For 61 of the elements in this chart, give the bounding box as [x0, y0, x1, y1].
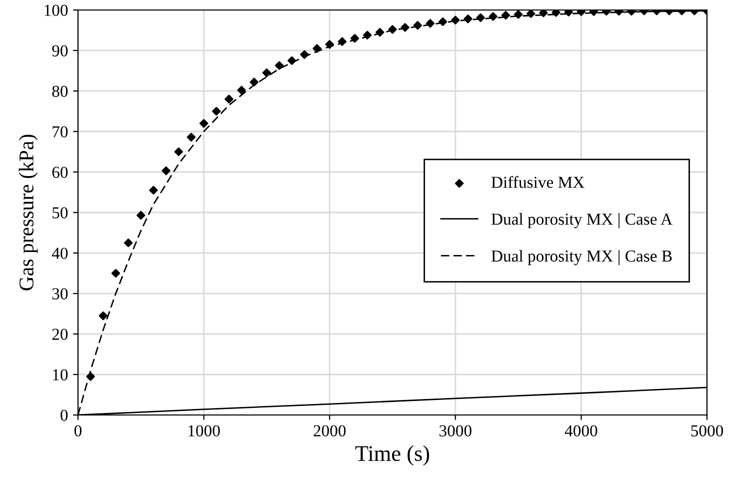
y-tick-label: 0: [60, 410, 68, 421]
point: [514, 10, 523, 19]
point: [274, 61, 284, 70]
point: [111, 268, 120, 278]
point: [199, 119, 208, 128]
point: [400, 23, 410, 32]
point: [287, 56, 296, 65]
point: [526, 10, 536, 18]
point: [362, 30, 372, 40]
x-tick-label: 1000: [188, 425, 220, 436]
point: [501, 10, 510, 20]
legend-label: Dual porosity MX | Case B: [491, 250, 672, 266]
y-tick-label: 40: [52, 248, 68, 259]
point: [136, 210, 146, 220]
point: [262, 68, 272, 78]
point: [464, 14, 472, 24]
point: [312, 44, 322, 53]
point: [212, 106, 221, 116]
x-tick-label: 3000: [440, 425, 472, 436]
point: [162, 166, 170, 176]
point: [451, 16, 460, 24]
y-tick-label: 90: [52, 45, 68, 56]
y-tick-label: 100: [44, 4, 68, 16]
y-tick-label: 60: [52, 166, 68, 178]
point: [186, 132, 196, 142]
point: [149, 186, 158, 195]
point: [539, 10, 548, 18]
y-tick-label: 20: [52, 328, 68, 340]
point: [98, 311, 108, 320]
x-axis-title: Time (s): [355, 445, 430, 466]
x-tick-label: 0: [74, 425, 82, 436]
point: [438, 17, 448, 26]
x-tick-label: 2000: [314, 425, 346, 436]
x-tick-label: 4000: [564, 425, 598, 436]
point: [552, 10, 560, 17]
y-tick-label: 70: [52, 126, 68, 138]
y-tick-label: 80: [52, 86, 68, 97]
legend-label: Dual porosity MX | Case A: [491, 213, 672, 228]
x-tick-label: 5000: [691, 425, 724, 436]
y-tick-label: 30: [52, 288, 68, 300]
point: [300, 50, 309, 59]
point: [426, 18, 435, 28]
point: [124, 238, 133, 248]
point: [350, 34, 360, 43]
point: [564, 10, 573, 16]
point: [388, 25, 397, 34]
point: [237, 86, 246, 95]
point: [413, 21, 422, 30]
point: [338, 37, 347, 46]
legend-label: Diffusive MX: [491, 176, 584, 188]
point: [376, 28, 384, 37]
point: [325, 40, 334, 49]
point: [476, 13, 485, 22]
point: [224, 94, 234, 104]
point: [488, 12, 498, 21]
y-tick-label: 50: [52, 207, 68, 218]
point: [86, 372, 95, 381]
point: [250, 78, 258, 86]
point: [174, 147, 184, 156]
y-tick-label: 10: [53, 369, 68, 380]
y-axis-title: Gas pressure (kPa): [18, 134, 38, 290]
